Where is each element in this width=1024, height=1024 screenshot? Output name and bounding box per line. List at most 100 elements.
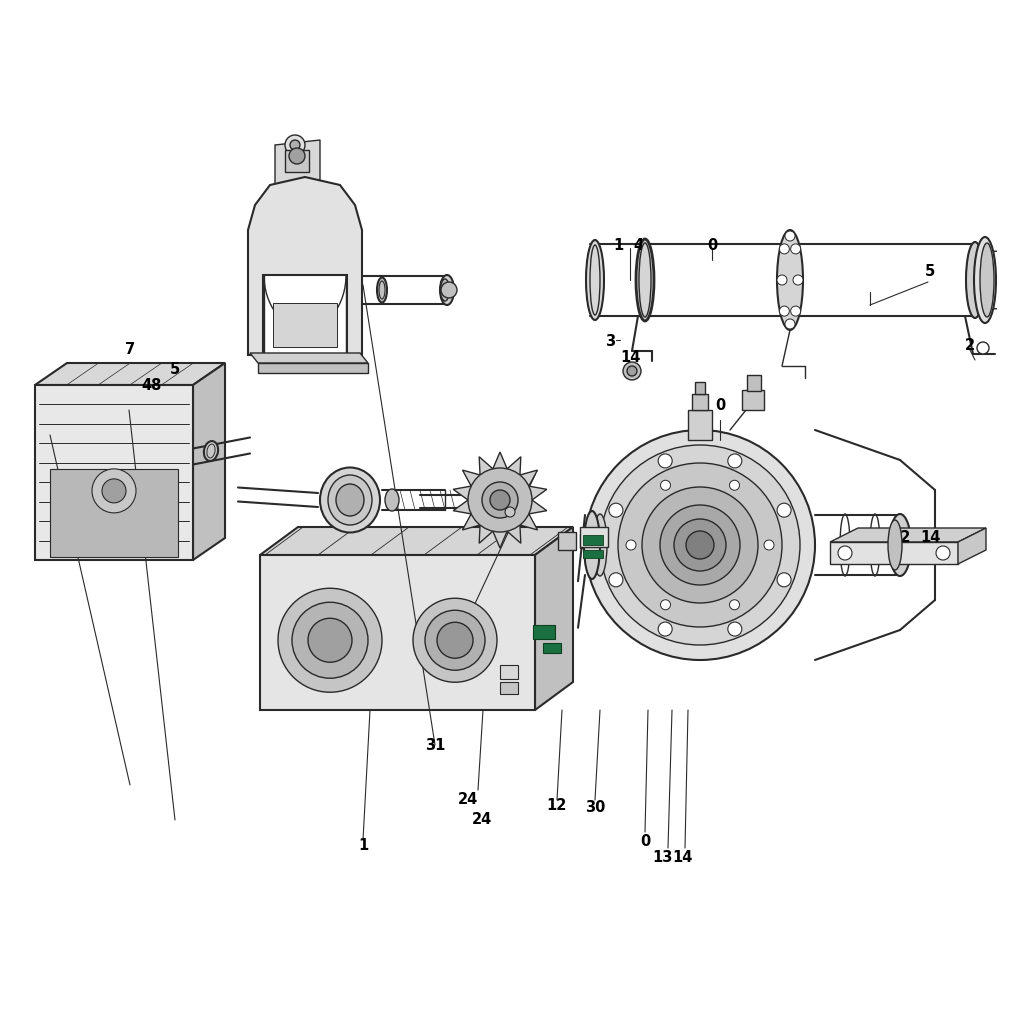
Ellipse shape — [377, 278, 387, 302]
Circle shape — [658, 622, 672, 636]
Text: 0: 0 — [715, 397, 725, 413]
Text: 48: 48 — [141, 378, 162, 392]
Bar — [285, 150, 309, 172]
Ellipse shape — [319, 468, 380, 532]
Polygon shape — [830, 542, 958, 564]
Text: 4: 4 — [633, 238, 643, 253]
Text: 2: 2 — [965, 338, 975, 352]
Polygon shape — [193, 362, 225, 560]
Circle shape — [977, 342, 989, 354]
Bar — [583, 550, 603, 558]
Ellipse shape — [889, 514, 911, 575]
Circle shape — [764, 540, 774, 550]
Circle shape — [791, 244, 801, 254]
Text: 13: 13 — [653, 851, 673, 865]
Circle shape — [585, 430, 815, 660]
Circle shape — [642, 487, 758, 603]
Circle shape — [729, 480, 739, 490]
Circle shape — [490, 490, 510, 510]
Circle shape — [785, 319, 795, 329]
Polygon shape — [830, 528, 986, 542]
Polygon shape — [535, 527, 573, 710]
Ellipse shape — [440, 279, 450, 301]
Circle shape — [425, 610, 485, 671]
Text: 1: 1 — [357, 838, 368, 853]
Circle shape — [609, 572, 623, 587]
Bar — [500, 665, 518, 679]
Polygon shape — [250, 353, 368, 362]
Polygon shape — [35, 362, 225, 385]
Circle shape — [729, 600, 739, 609]
Ellipse shape — [636, 239, 654, 321]
Circle shape — [838, 546, 852, 560]
Circle shape — [791, 306, 801, 316]
Bar — [688, 410, 712, 440]
Text: 0: 0 — [640, 835, 650, 850]
Polygon shape — [260, 555, 535, 710]
Ellipse shape — [593, 514, 607, 575]
Ellipse shape — [639, 243, 651, 317]
Text: 0: 0 — [707, 238, 717, 253]
Text: 30: 30 — [585, 801, 605, 815]
Text: 5: 5 — [170, 362, 180, 378]
Circle shape — [936, 546, 950, 560]
Text: 14: 14 — [920, 530, 940, 546]
Bar — [580, 527, 608, 547]
Bar — [534, 625, 555, 639]
Circle shape — [658, 454, 672, 468]
Circle shape — [785, 231, 795, 241]
Text: 12: 12 — [547, 798, 567, 812]
Ellipse shape — [440, 275, 454, 305]
Ellipse shape — [586, 240, 604, 319]
Ellipse shape — [777, 230, 803, 330]
Bar — [558, 532, 575, 550]
Circle shape — [600, 445, 800, 645]
Bar — [742, 390, 764, 410]
Circle shape — [660, 600, 671, 609]
Circle shape — [627, 366, 637, 376]
Circle shape — [308, 618, 352, 663]
Circle shape — [779, 244, 790, 254]
Text: 14: 14 — [673, 851, 693, 865]
Bar — [746, 375, 761, 391]
Circle shape — [278, 588, 382, 692]
Ellipse shape — [584, 511, 600, 579]
Circle shape — [441, 282, 457, 298]
Text: 3: 3 — [605, 335, 615, 349]
Circle shape — [289, 148, 305, 164]
Ellipse shape — [328, 475, 372, 525]
Circle shape — [290, 140, 300, 150]
Circle shape — [660, 480, 671, 490]
Circle shape — [660, 505, 740, 585]
Circle shape — [505, 507, 515, 517]
Text: 14: 14 — [620, 350, 640, 366]
Circle shape — [102, 479, 126, 503]
Bar — [580, 534, 594, 548]
Circle shape — [777, 572, 792, 587]
Text: 1: 1 — [613, 238, 624, 253]
Polygon shape — [260, 527, 573, 555]
Bar — [695, 382, 705, 394]
Bar — [500, 682, 518, 694]
Circle shape — [413, 598, 497, 682]
Circle shape — [777, 275, 787, 285]
Polygon shape — [258, 362, 368, 373]
Polygon shape — [454, 452, 547, 548]
Polygon shape — [275, 140, 319, 185]
Bar — [543, 643, 561, 653]
Circle shape — [437, 623, 473, 658]
Polygon shape — [35, 385, 193, 560]
Circle shape — [674, 519, 726, 571]
Circle shape — [728, 622, 741, 636]
Ellipse shape — [966, 242, 984, 318]
Circle shape — [618, 463, 782, 627]
Circle shape — [626, 540, 636, 550]
Circle shape — [686, 531, 714, 559]
Circle shape — [285, 135, 305, 155]
Circle shape — [793, 275, 803, 285]
Bar — [583, 535, 603, 545]
Ellipse shape — [336, 484, 364, 516]
Circle shape — [779, 306, 790, 316]
Circle shape — [623, 362, 641, 380]
Polygon shape — [958, 528, 986, 564]
